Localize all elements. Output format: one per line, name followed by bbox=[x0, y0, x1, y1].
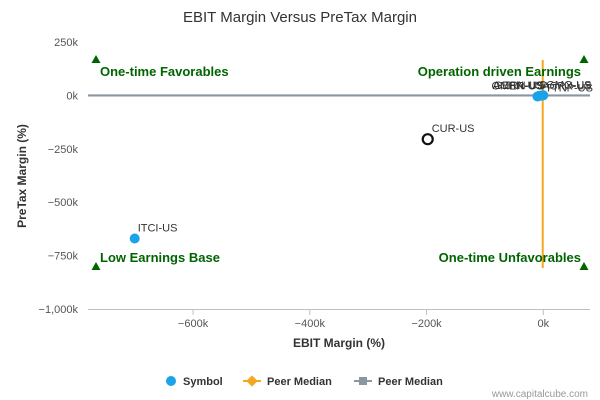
point-label-ttnp-us: TTNP-US bbox=[545, 82, 593, 94]
point-label-itci-us: ITCI-US bbox=[138, 223, 178, 235]
point-label-acrx-us: ACRX-US bbox=[542, 80, 592, 92]
legend[interactable]: Symbol Peer Median Peer Median bbox=[166, 375, 443, 388]
x-axis-ticks: −600k −400k −200k 0k bbox=[178, 309, 550, 330]
quadrant-markers bbox=[91, 55, 589, 270]
quadrant-bottom-left: Low Earnings Base bbox=[100, 250, 220, 265]
legend-item-symbol[interactable]: Symbol bbox=[166, 376, 223, 388]
quadrant-bottom-right: One-time Unfavorables bbox=[439, 250, 581, 265]
chart-title: EBIT Margin Versus PreTax Margin bbox=[183, 9, 417, 26]
point-ttnp-us[interactable] bbox=[538, 90, 549, 101]
quadrant-triangle-icon bbox=[579, 55, 589, 63]
credit-text[interactable]: www.capitalcube.com bbox=[491, 389, 588, 400]
y-tick-label: −250k bbox=[48, 144, 79, 156]
quadrant-top-right: Operation driven Earnings bbox=[418, 64, 581, 79]
y-tick-label: −750k bbox=[48, 251, 79, 263]
x-axis-title: EBIT Margin (%) bbox=[293, 336, 385, 350]
legend-peer-median-x-label: Peer Median bbox=[267, 376, 332, 388]
legend-symbol-label: Symbol bbox=[183, 376, 223, 388]
legend-peer-median-y-label: Peer Median bbox=[378, 376, 443, 388]
y-tick-label: −500k bbox=[48, 197, 79, 209]
legend-symbol-marker bbox=[166, 376, 176, 386]
x-tick-label: 0k bbox=[537, 318, 549, 330]
point-itci-us[interactable] bbox=[129, 233, 140, 244]
point-label-omer-us: OMER-US bbox=[491, 80, 543, 92]
y-tick-label: 250k bbox=[54, 37, 78, 49]
legend-peer-median-y-marker bbox=[359, 377, 367, 385]
legend-peer-median-x-marker bbox=[246, 375, 258, 387]
y-axis-title: PreTax Margin (%) bbox=[15, 124, 29, 228]
quadrant-triangle-icon bbox=[91, 55, 101, 63]
y-tick-label: −1,000k bbox=[39, 304, 79, 316]
point-label-achn-us: ACHN-US bbox=[493, 80, 543, 92]
x-tick-label: −600k bbox=[178, 318, 209, 330]
quadrant-top-left: One-time Favorables bbox=[100, 64, 229, 79]
x-tick-label: −200k bbox=[411, 318, 442, 330]
plot-background bbox=[88, 42, 590, 310]
point-label-sgmo-us: SGMO-US bbox=[539, 80, 592, 92]
plot-area bbox=[88, 42, 590, 310]
data-points: ITCI-US CUR-US OMER-USACHN-USGERN-USSGMO-U… bbox=[129, 80, 593, 244]
point-label-cur-us: CUR-US bbox=[432, 123, 475, 135]
quadrant-triangle-icon bbox=[91, 262, 101, 270]
legend-item-peer-median-y[interactable]: Peer Median bbox=[354, 376, 443, 388]
legend-item-peer-median-x[interactable]: Peer Median bbox=[243, 375, 332, 388]
y-tick-label: 0k bbox=[66, 90, 78, 102]
point-cur-us[interactable] bbox=[421, 133, 434, 146]
x-tick-label: −400k bbox=[295, 318, 326, 330]
point-label-gern-us: GERN-US bbox=[494, 80, 545, 92]
quadrant-triangle-icon bbox=[579, 262, 589, 270]
